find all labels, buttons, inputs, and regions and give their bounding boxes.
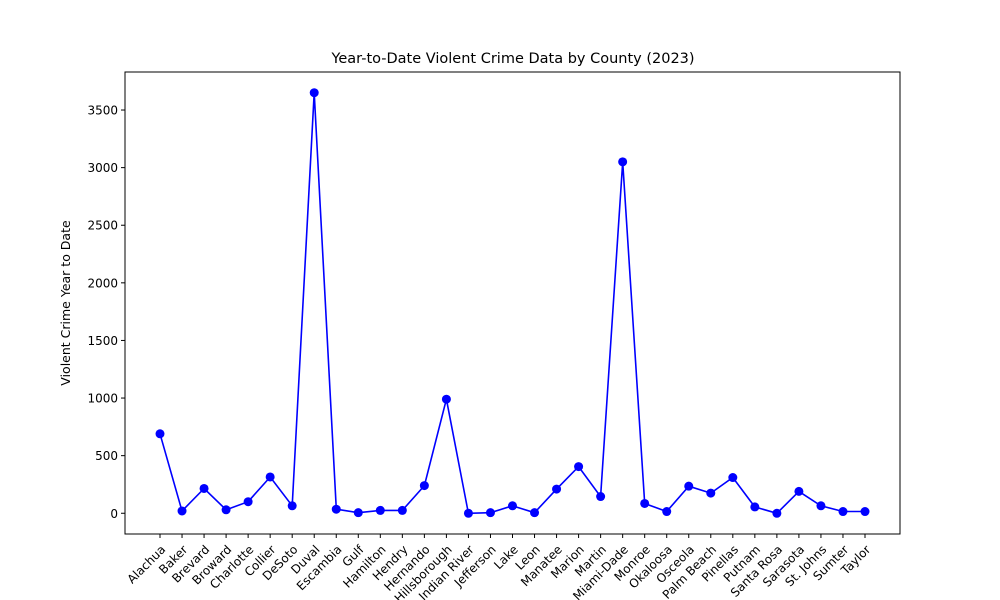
data-point bbox=[178, 506, 187, 515]
y-tick-label: 2500 bbox=[87, 219, 118, 233]
data-point bbox=[662, 507, 671, 516]
y-tick-label: 500 bbox=[95, 449, 118, 463]
data-point bbox=[200, 484, 209, 493]
chart-title: Year-to-Date Violent Crime Data by Count… bbox=[330, 51, 694, 67]
y-tick-label: 1000 bbox=[87, 392, 118, 406]
series-line bbox=[160, 93, 865, 514]
data-point bbox=[266, 472, 275, 481]
data-point bbox=[816, 501, 825, 510]
data-point bbox=[332, 505, 341, 514]
data-point bbox=[728, 473, 737, 482]
data-point bbox=[156, 429, 165, 438]
data-point bbox=[574, 462, 583, 471]
data-point bbox=[861, 507, 870, 516]
data-point bbox=[398, 506, 407, 515]
data-point bbox=[530, 508, 539, 517]
data-point bbox=[486, 508, 495, 517]
data-point bbox=[464, 509, 473, 518]
data-point bbox=[772, 509, 781, 518]
data-point bbox=[420, 481, 429, 490]
data-point bbox=[288, 501, 297, 510]
data-point bbox=[794, 487, 803, 496]
data-point bbox=[244, 497, 253, 506]
data-point bbox=[640, 499, 649, 508]
data-point bbox=[596, 492, 605, 501]
y-tick-label: 0 bbox=[110, 507, 118, 521]
data-point bbox=[310, 88, 319, 97]
y-tick-label: 3000 bbox=[87, 161, 118, 175]
series-layer bbox=[156, 88, 870, 518]
data-point bbox=[618, 157, 627, 166]
x-axis: AlachuaBakerBrevardBrowardCharlotteColli… bbox=[124, 534, 873, 600]
data-point bbox=[684, 482, 693, 491]
data-point bbox=[838, 507, 847, 516]
data-point bbox=[354, 508, 363, 517]
y-tick-label: 3500 bbox=[87, 104, 118, 118]
y-axis: 0 500 1000 1500 2000 2500 3000 3500 bbox=[87, 104, 125, 521]
y-axis-label: Violent Crime Year to Date bbox=[58, 220, 73, 386]
data-point bbox=[222, 505, 231, 514]
data-point bbox=[706, 489, 715, 498]
data-point bbox=[750, 502, 759, 511]
data-point bbox=[376, 506, 385, 515]
plot-frame bbox=[125, 72, 900, 534]
y-tick-label: 1500 bbox=[87, 334, 118, 348]
y-tick-label: 2000 bbox=[87, 276, 118, 290]
data-point bbox=[442, 395, 451, 404]
data-point bbox=[508, 501, 517, 510]
data-point bbox=[552, 485, 561, 494]
